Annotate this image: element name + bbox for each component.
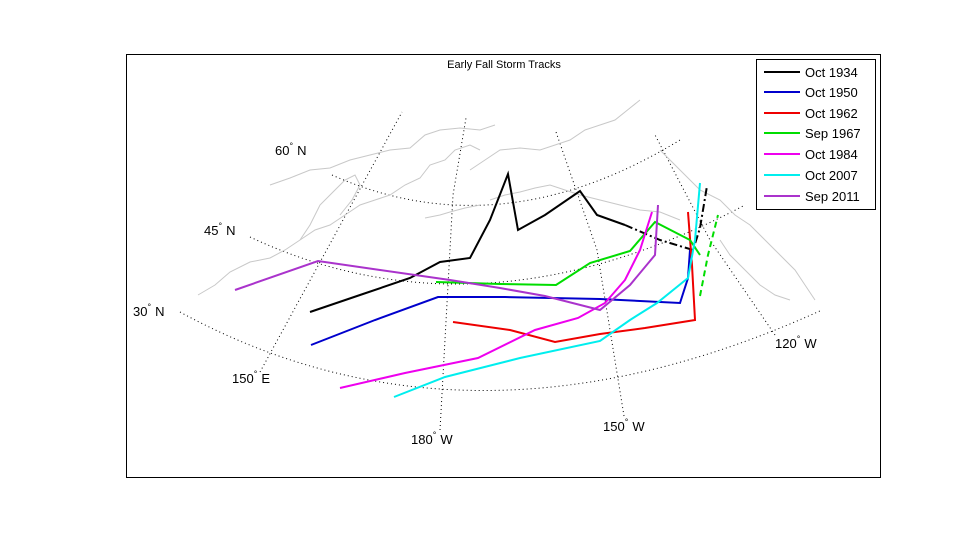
legend-item: Oct 1962 [764, 106, 858, 121]
legend-label: Sep 1967 [805, 126, 861, 141]
track-oct-1984 [339, 211, 653, 389]
legend-box [756, 59, 876, 210]
legend-label: Oct 1934 [805, 65, 858, 80]
lat-label-60n: 60° N [275, 141, 306, 158]
lon-label-120w: 120° W [775, 334, 817, 351]
storm-tracks [234, 170, 719, 398]
lon-label-150w: 150° W [603, 417, 645, 434]
legend-item: Oct 1950 [764, 85, 858, 100]
coastline-alaska-south [489, 184, 681, 221]
legend-item: Oct 1934 [764, 65, 858, 80]
legend-label: Oct 1984 [805, 147, 858, 162]
legend-label: Oct 1962 [805, 106, 858, 121]
latitude-labels: 60° N 45° N 30° N [133, 141, 306, 319]
track-oct-1962 [452, 211, 697, 344]
legend-label: Oct 1950 [805, 85, 858, 100]
axes-frame [126, 54, 881, 478]
lon-label-150e: 150° E [232, 369, 270, 386]
legend: Oct 1934 Oct 1950 Oct 1962 Sep 1967 Oct … [756, 59, 876, 210]
coastline-canada [659, 149, 816, 301]
lat-label-30n: 30° N [133, 302, 164, 319]
longitude-labels: 150° E 180° W 150° W 120° W [232, 334, 817, 447]
track-oct-2007 [393, 182, 701, 398]
lat-label-45n: 45° N [204, 221, 235, 238]
legend-item: Sep 2011 [764, 189, 860, 204]
coastline-asia [197, 144, 481, 296]
meridian-150w [555, 131, 625, 417]
legend-label: Oct 2007 [805, 168, 858, 183]
parallel-30n [179, 309, 823, 391]
legend-item: Oct 1984 [764, 147, 858, 162]
coastline-alaska [469, 99, 641, 171]
coastline [197, 99, 816, 301]
legend-item: Sep 1967 [764, 126, 861, 141]
coastline-siberia [269, 124, 496, 186]
track-oct-1934 [309, 170, 626, 313]
graticule [179, 111, 823, 431]
track-sep-2011 [234, 204, 659, 312]
legend-item: Oct 2007 [764, 168, 858, 183]
meridian-150e [259, 111, 403, 373]
coastline-pnw [719, 239, 791, 301]
legend-label: Sep 2011 [805, 189, 860, 204]
track-sep-1967-dashed [699, 214, 719, 297]
track-sep-1967 [435, 220, 701, 287]
coastline-aleutians [424, 204, 481, 219]
coastline-kamchatka [299, 174, 361, 241]
lon-label-180w: 180° W [411, 430, 453, 447]
map-title: Early Fall Storm Tracks [447, 59, 561, 71]
parallel-60n [331, 139, 681, 206]
